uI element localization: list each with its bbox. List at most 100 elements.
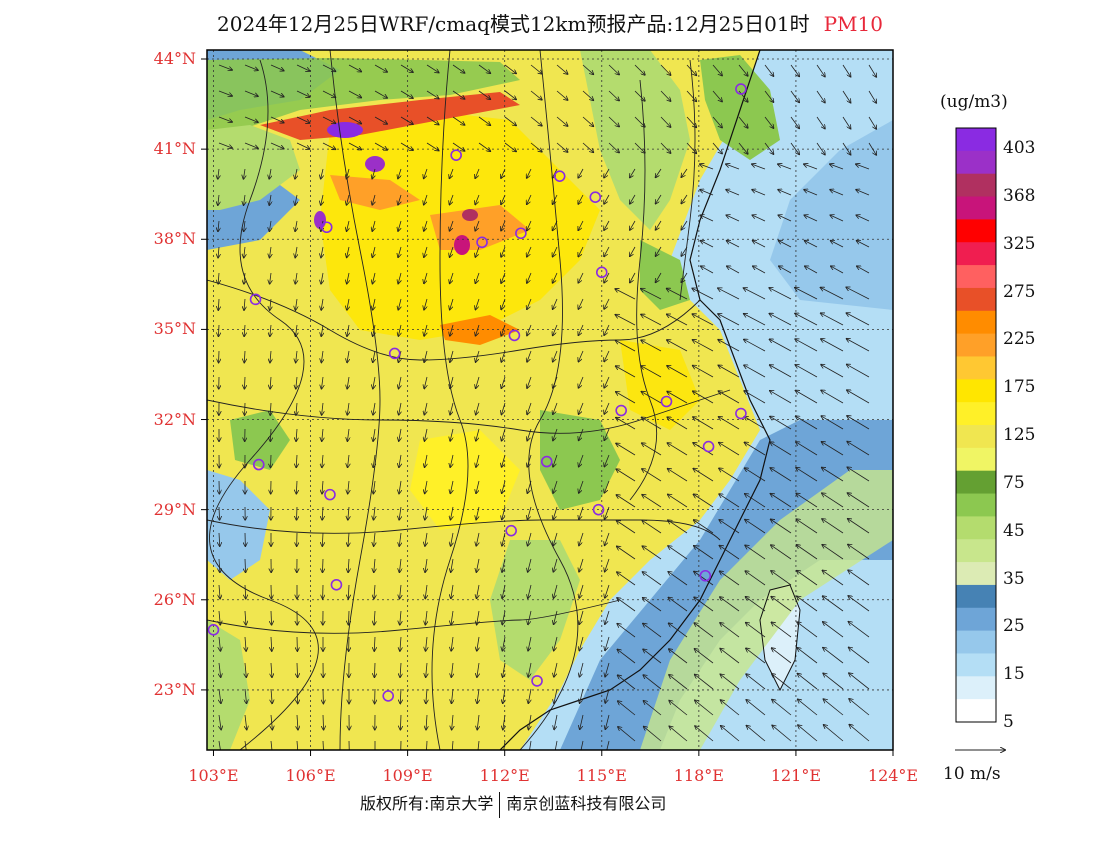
wind-arrow [503,662,505,677]
wind-arrow [720,649,740,664]
map-frame [206,49,894,751]
wind-arrow [449,194,454,205]
wind-arrow [796,416,818,430]
wind-arrow [823,673,844,690]
wind-arrow [726,190,740,196]
wind-arrow [244,272,245,284]
wind-arrow [618,701,636,716]
legend-unit: (ug/m3) [940,92,1008,112]
wind-arrow [553,298,558,309]
wind-arrow [425,480,427,493]
legend-label: 403 [1003,138,1036,158]
wind-arrow [643,701,662,716]
wind-arrow [686,64,696,75]
wind-arrow [847,364,870,378]
legend-label: 275 [1003,281,1036,302]
wind-arrow [830,164,844,170]
wind-arrow [847,442,870,456]
wind-arrow [399,428,401,441]
wind-arrow [504,90,516,99]
legend-label: 45 [1003,520,1025,541]
wind-arrow [398,350,401,362]
wind-arrow [847,416,870,430]
wind-arrow [667,340,688,352]
wind-arrow [321,376,323,389]
colorbar [955,127,997,723]
wind-arrow [604,454,610,467]
wind-arrow [823,622,844,638]
wind-arrow [579,636,584,651]
wind-arrow [556,142,568,152]
wind-arrow [824,725,844,742]
wind-arrow [579,480,584,493]
wind-arrow [321,298,323,310]
wind-arrow [630,194,636,204]
wind-arrow [694,649,714,664]
wind-arrow [553,584,558,598]
wind-arrow [475,272,480,283]
wind-arrow [501,324,506,336]
wind-arrow [746,700,766,716]
copyright-left: 版权所有:南京大学 [360,794,494,813]
colorbar-swatch [956,493,996,517]
wind-arrow [450,454,453,467]
wind-arrow [578,220,584,230]
wind-arrow [529,740,532,750]
wind-arrow [848,622,870,638]
wind-arrow [553,246,558,257]
wind-arrow [270,90,284,97]
wind-arrow [822,493,844,508]
wind-arrow [805,266,818,274]
hotspot [327,122,363,138]
wind-arrow [669,675,688,690]
wind-arrow [726,164,740,170]
wind-arrow [244,64,258,70]
legend-label: 15 [1003,664,1025,685]
wind-arrow [821,339,844,352]
wind-arrow [348,584,349,599]
wind-arrow [400,610,401,625]
wind-arrow [527,194,532,204]
green-patch [490,540,580,680]
wind-arrow [700,215,714,222]
wind-arrow [476,532,479,546]
wind-arrow [321,168,323,179]
wind-arrow [634,116,645,127]
wind-arrow [322,142,336,149]
wind-arrow [244,116,258,122]
wind-arrow [398,298,401,310]
wind-arrow [554,688,558,703]
wind-arrow [475,298,480,310]
wind-arrow [424,376,427,388]
station-marker [324,488,336,501]
wind-arrow [842,116,851,129]
wind-arrow [451,662,453,677]
wind-arrow [553,506,558,519]
wind-arrow [245,688,247,703]
wind-arrow [528,558,532,572]
wind-arrow [701,266,714,274]
wind-arrow [450,428,453,441]
wind-arrow [218,740,221,750]
colorbar-swatch [956,219,996,243]
wind-arrow [849,673,870,690]
wind-arrow [848,596,870,612]
wind-arrow [296,64,310,71]
wind-arrow [668,546,688,560]
wind-arrow [348,64,361,72]
wind-arrow [269,194,271,205]
wind-arrow [868,142,876,155]
wind-arrow [744,442,766,456]
wind-arrow [399,558,401,572]
wind-arrow [718,365,740,378]
wind-arrow [244,376,245,389]
wind-arrow [868,116,876,129]
wind-arrow [578,324,584,335]
wind-arrow [400,688,401,703]
wind-arrow [700,164,714,170]
wind-arrows [218,64,877,750]
wind-arrow [616,469,636,482]
wind-arrow [753,266,766,274]
colorbar-swatch [956,470,996,495]
colorbar-swatch [956,379,996,403]
